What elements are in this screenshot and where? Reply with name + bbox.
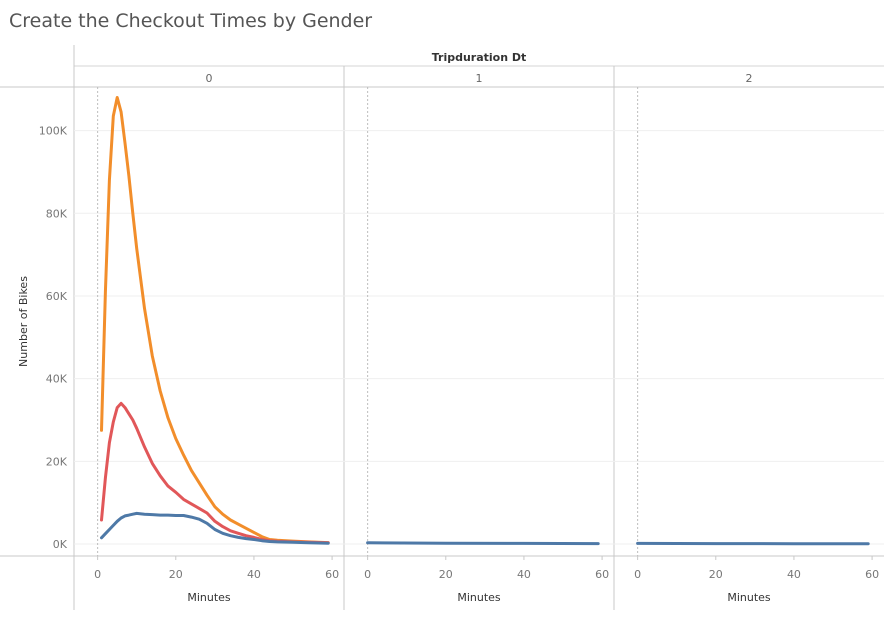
x-tick-label: 40 bbox=[247, 568, 261, 581]
y-tick-label: 40K bbox=[46, 373, 68, 386]
series-line-panel-0-1 bbox=[100, 401, 330, 545]
x-axis-title: Minutes bbox=[727, 591, 771, 604]
y-axis-title: Number of Bikes bbox=[17, 276, 30, 367]
series-line-panel-0-2 bbox=[100, 511, 330, 545]
y-tick-label: 20K bbox=[46, 455, 68, 468]
series-line-panel-0-0 bbox=[100, 96, 330, 545]
x-tick-label: 20 bbox=[439, 568, 453, 581]
x-tick-label: 0 bbox=[94, 568, 101, 581]
x-tick-label: 40 bbox=[517, 568, 531, 581]
x-tick-label: 20 bbox=[169, 568, 183, 581]
x-tick-label: 60 bbox=[325, 568, 339, 581]
series-line-panel-1-0 bbox=[366, 541, 600, 546]
x-tick-label: 60 bbox=[865, 568, 879, 581]
y-tick-label: 100K bbox=[39, 125, 68, 138]
y-tick-label: 0K bbox=[53, 538, 68, 551]
y-tick-label: 60K bbox=[46, 290, 68, 303]
panel-header-2: 2 bbox=[746, 72, 753, 85]
x-tick-label: 20 bbox=[709, 568, 723, 581]
x-tick-label: 60 bbox=[595, 568, 609, 581]
panel-header-1: 1 bbox=[476, 72, 483, 85]
panel-header-0: 0 bbox=[206, 72, 213, 85]
x-axis-title: Minutes bbox=[187, 591, 231, 604]
chart-title: Create the Checkout Times by Gender bbox=[9, 10, 373, 32]
x-tick-label: 40 bbox=[787, 568, 801, 581]
x-axis-title: Minutes bbox=[457, 591, 501, 604]
y-tick-label: 80K bbox=[46, 207, 68, 220]
column-header: Tripduration Dt bbox=[432, 51, 527, 64]
x-tick-label: 0 bbox=[364, 568, 371, 581]
x-tick-label: 0 bbox=[634, 568, 641, 581]
